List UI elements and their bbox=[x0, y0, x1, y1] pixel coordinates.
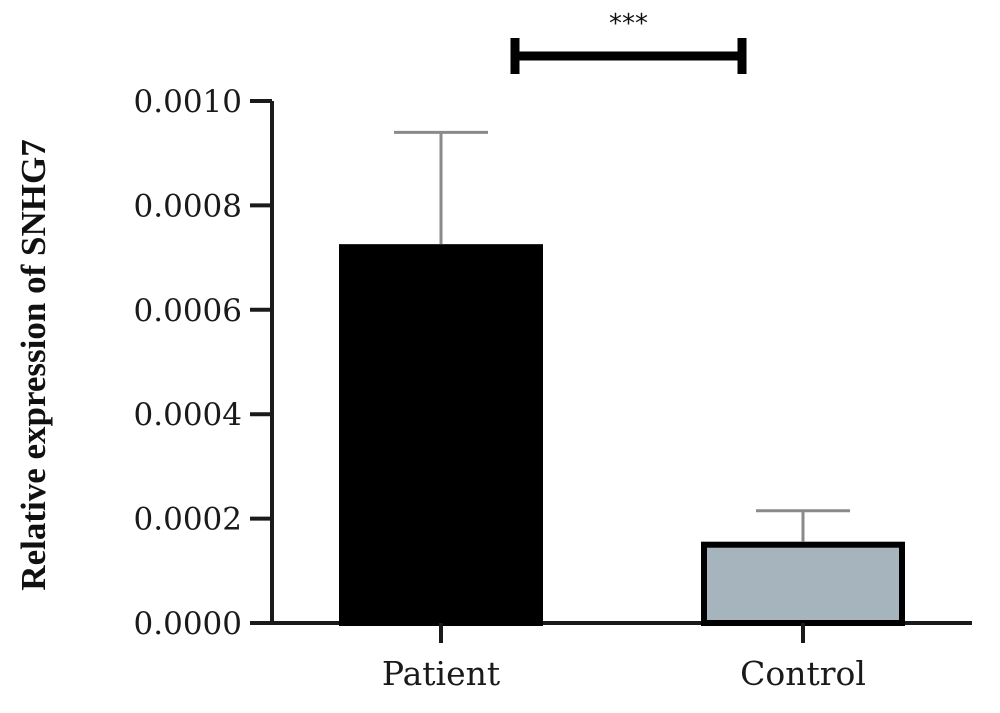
bar-control bbox=[701, 541, 905, 627]
y-tick-label: 0.0006 bbox=[134, 293, 242, 329]
x-tick-label: Control bbox=[740, 654, 866, 693]
x-tick-label: Patient bbox=[382, 654, 500, 693]
bar-patient bbox=[339, 244, 543, 626]
y-tick-label: 0.0000 bbox=[134, 606, 242, 642]
error-bars bbox=[394, 130, 850, 542]
y-tick-label: 0.0010 bbox=[134, 84, 242, 120]
significance-label: *** bbox=[609, 9, 648, 39]
y-tick-label: 0.0002 bbox=[134, 502, 242, 538]
bars bbox=[339, 244, 905, 627]
x-ticks: Patient Control bbox=[382, 623, 866, 693]
y-axis-title: Relative expression of SNHG7 bbox=[14, 139, 53, 590]
significance-bracket: *** bbox=[510, 9, 747, 74]
y-ticks: 0.0000 0.0002 0.0004 0.0006 0.0008 0.0010 bbox=[134, 84, 272, 642]
y-tick-label: 0.0004 bbox=[134, 397, 242, 433]
y-tick-label: 0.0008 bbox=[134, 188, 242, 224]
